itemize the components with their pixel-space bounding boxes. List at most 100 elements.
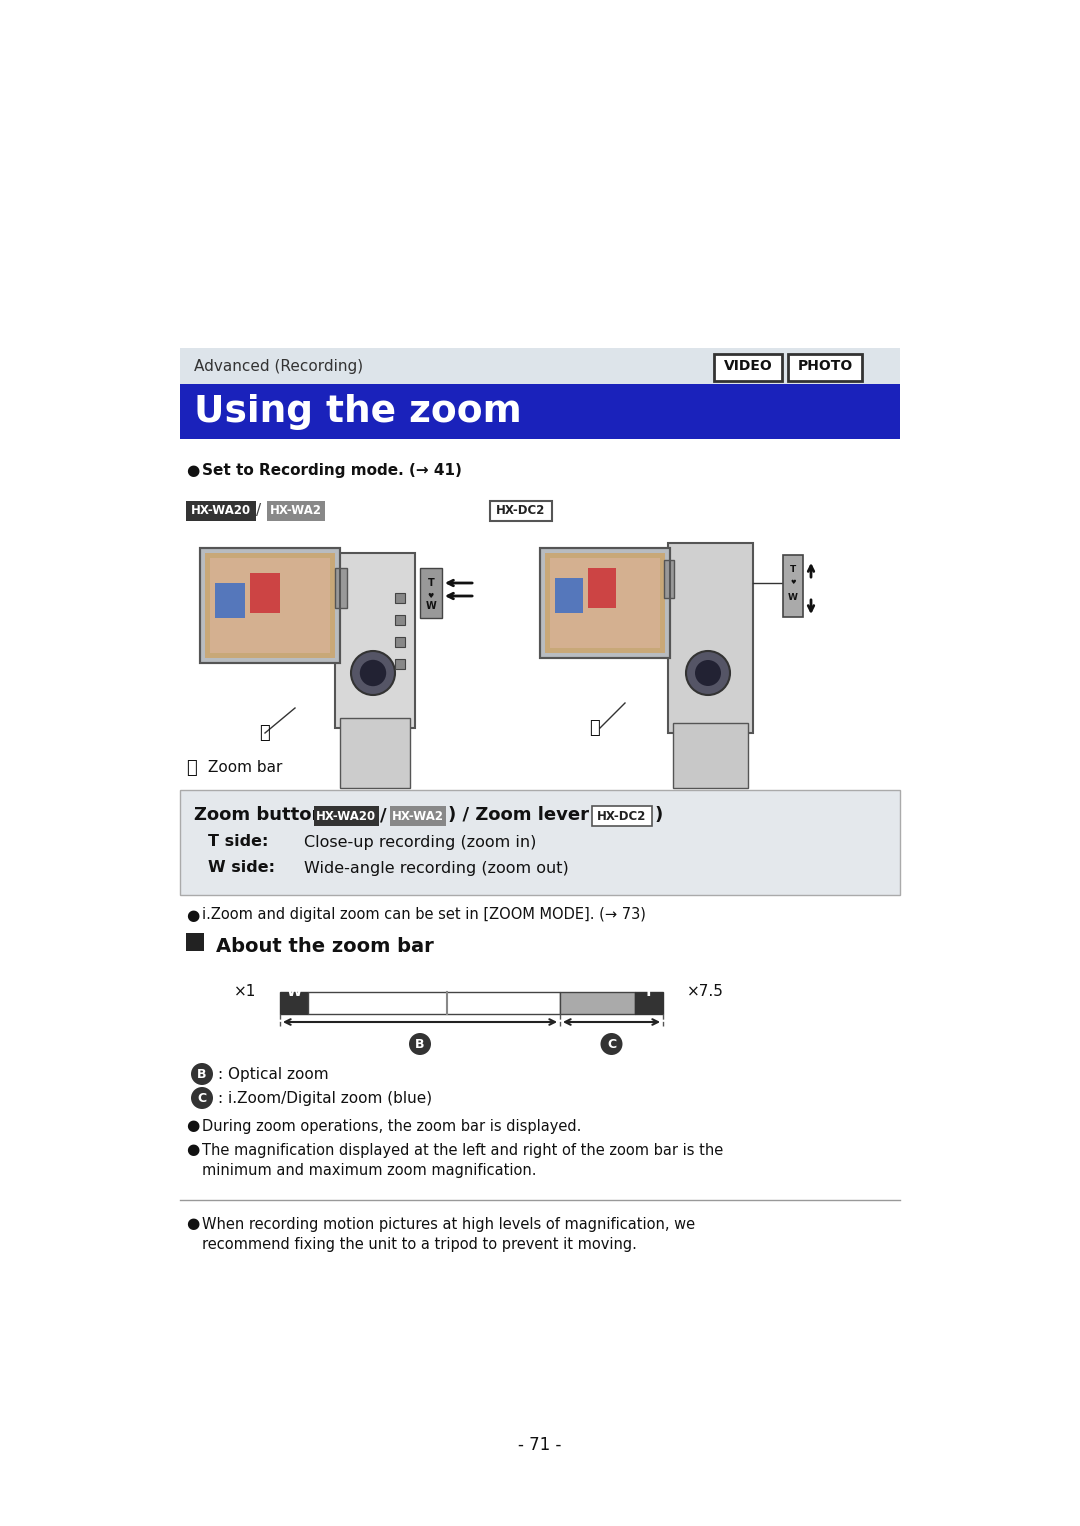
Bar <box>395 659 405 668</box>
Text: During zoom operations, the zoom bar is displayed.: During zoom operations, the zoom bar is … <box>202 1119 581 1134</box>
Text: Zoom bar: Zoom bar <box>208 760 282 775</box>
Bar <box>555 578 583 613</box>
Text: - 71 -: - 71 - <box>518 1436 562 1454</box>
Text: HX-WA2: HX-WA2 <box>270 505 322 517</box>
Text: : i.Zoom/Digital zoom (blue): : i.Zoom/Digital zoom (blue) <box>218 1091 432 1105</box>
Text: T: T <box>644 984 653 1000</box>
Bar <box>200 548 340 662</box>
Text: ) / Zoom lever (: ) / Zoom lever ( <box>448 806 604 824</box>
Bar <box>540 548 670 658</box>
Bar <box>180 385 900 439</box>
Text: HX-DC2: HX-DC2 <box>497 505 545 517</box>
Text: ♥: ♥ <box>791 580 796 586</box>
Text: /: / <box>380 806 387 824</box>
Bar <box>669 543 753 732</box>
Bar <box>664 560 674 598</box>
Text: About the zoom bar: About the zoom bar <box>216 937 434 957</box>
Text: /: / <box>256 504 261 519</box>
Ellipse shape <box>191 1064 213 1085</box>
Text: ×7.5: ×7.5 <box>687 984 724 1000</box>
Bar <box>280 992 308 1013</box>
Bar <box>420 568 442 618</box>
Text: Close-up recording (zoom in): Close-up recording (zoom in) <box>303 835 537 850</box>
Text: W: W <box>788 592 798 601</box>
Text: B: B <box>198 1068 206 1080</box>
Bar <box>540 548 670 658</box>
Text: Set to Recording mode. (→ 41): Set to Recording mode. (→ 41) <box>202 462 462 478</box>
Text: C: C <box>198 1091 206 1105</box>
Text: PHOTO: PHOTO <box>797 359 852 372</box>
Bar <box>200 548 340 662</box>
Bar <box>545 552 665 653</box>
Ellipse shape <box>360 659 387 687</box>
Text: W side:: W side: <box>208 861 275 876</box>
Text: Advanced (Recording): Advanced (Recording) <box>194 359 363 374</box>
Text: When recording motion pictures at high levels of magnification, we: When recording motion pictures at high l… <box>202 1216 696 1231</box>
Text: C: C <box>607 1038 616 1050</box>
Bar <box>314 806 379 826</box>
Text: Zoom button (: Zoom button ( <box>194 806 339 824</box>
Bar <box>395 636 405 647</box>
Text: ): ) <box>654 806 663 824</box>
Text: Using the zoom: Using the zoom <box>194 394 522 429</box>
Text: minimum and maximum zoom magnification.: minimum and maximum zoom magnification. <box>202 1163 537 1178</box>
Text: W: W <box>426 601 436 610</box>
Bar <box>714 354 782 382</box>
Text: ●: ● <box>186 462 199 478</box>
Bar <box>588 568 616 607</box>
Bar <box>635 992 663 1013</box>
Ellipse shape <box>409 1033 431 1054</box>
Bar <box>490 501 552 520</box>
Bar <box>215 583 245 618</box>
Bar <box>267 501 325 520</box>
Bar <box>335 568 347 607</box>
Bar <box>335 552 415 728</box>
Bar <box>783 555 804 617</box>
Text: ●: ● <box>186 908 199 923</box>
Ellipse shape <box>351 652 395 694</box>
Ellipse shape <box>696 661 721 687</box>
Text: B: B <box>415 1038 424 1050</box>
Text: VIDEO: VIDEO <box>724 359 772 372</box>
Text: HX-WA20: HX-WA20 <box>191 505 251 517</box>
Text: T: T <box>789 566 796 574</box>
Text: T side:: T side: <box>208 835 268 850</box>
Text: Wide-angle recording (zoom out): Wide-angle recording (zoom out) <box>303 861 569 876</box>
Ellipse shape <box>686 652 730 694</box>
Text: recommend fixing the unit to a tripod to prevent it moving.: recommend fixing the unit to a tripod to… <box>202 1236 637 1251</box>
Bar <box>308 992 561 1013</box>
Ellipse shape <box>600 1033 622 1054</box>
Bar <box>788 354 862 382</box>
Text: i.Zoom and digital zoom can be set in [ZOOM MODE]. (→ 73): i.Zoom and digital zoom can be set in [Z… <box>202 908 646 923</box>
Text: HX-DC2: HX-DC2 <box>597 809 647 823</box>
Ellipse shape <box>191 1087 213 1109</box>
Text: ×1: ×1 <box>233 984 256 1000</box>
Bar <box>180 348 900 385</box>
Bar <box>186 501 256 520</box>
Text: HX-WA2: HX-WA2 <box>392 809 444 823</box>
Bar <box>340 719 410 787</box>
Text: ●: ● <box>186 1216 199 1231</box>
Text: HX-WA20: HX-WA20 <box>316 809 376 823</box>
Text: Ⓐ: Ⓐ <box>259 723 270 742</box>
Bar <box>592 806 652 826</box>
Text: W: W <box>286 984 301 1000</box>
Bar <box>395 615 405 626</box>
Bar <box>249 572 280 613</box>
Bar <box>210 559 330 653</box>
Text: ●: ● <box>186 1143 199 1158</box>
Bar <box>390 806 446 826</box>
Text: The magnification displayed at the left and right of the zoom bar is the: The magnification displayed at the left … <box>202 1143 724 1158</box>
Bar <box>673 723 748 787</box>
Bar <box>550 559 660 649</box>
Text: T: T <box>428 578 434 588</box>
Text: Ⓐ: Ⓐ <box>186 758 197 777</box>
Text: : Optical zoom: : Optical zoom <box>218 1067 328 1082</box>
Text: ●: ● <box>186 1119 199 1134</box>
Bar <box>205 552 335 658</box>
Bar <box>561 992 635 1013</box>
Text: ♥: ♥ <box>428 594 434 600</box>
Bar <box>395 594 405 603</box>
Text: Ⓐ: Ⓐ <box>590 719 600 737</box>
Bar <box>180 790 900 896</box>
